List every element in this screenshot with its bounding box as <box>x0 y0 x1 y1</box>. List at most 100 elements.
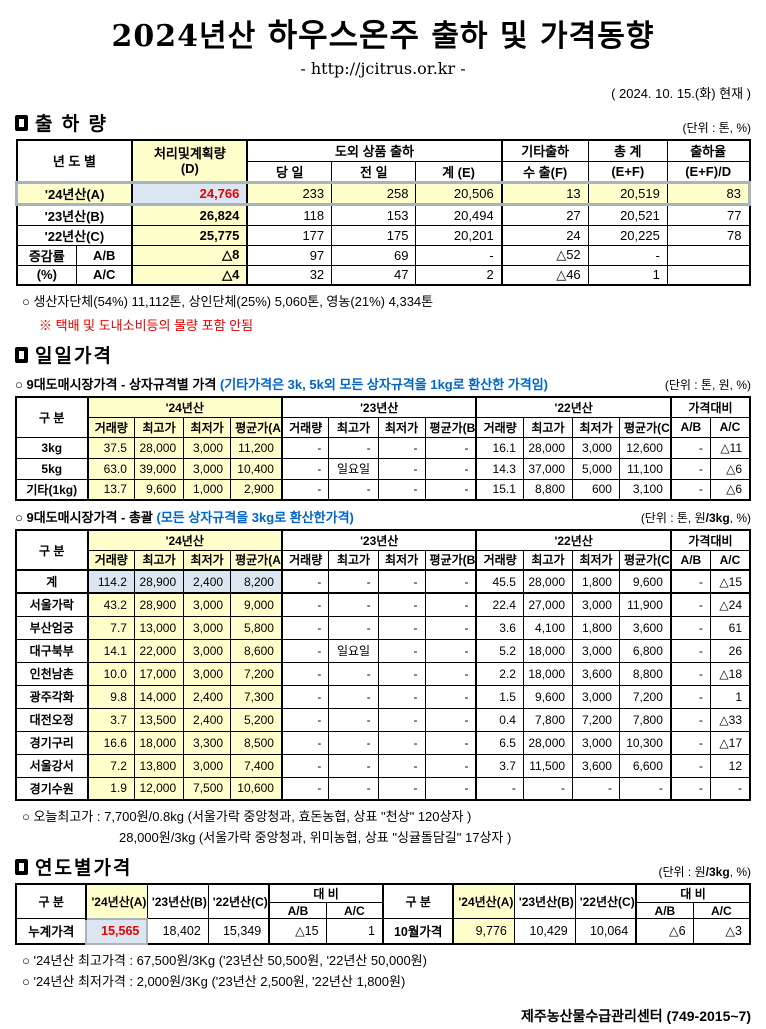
section-title: 연도별가격 <box>35 858 133 879</box>
col-volume: 거래량 <box>86 416 135 438</box>
col-22c: '22년산(C) <box>574 883 637 919</box>
table-cell: - <box>377 615 426 640</box>
table-cell: - <box>424 707 477 732</box>
table-cell: - <box>377 436 426 459</box>
col-low: 최저가 <box>183 549 232 571</box>
table-cell: 114.2 <box>86 569 135 594</box>
table-cell: 9.8 <box>86 684 135 709</box>
table-cell: - <box>424 730 477 755</box>
row-label: 서울강서 <box>15 753 89 778</box>
table-cell: - <box>377 753 426 778</box>
row-label: 경기수원 <box>15 776 89 801</box>
table-cell: 5,000 <box>572 457 620 480</box>
table-cell: △18 <box>709 661 751 686</box>
col-low: 최저가 <box>572 549 620 571</box>
table-cell: 16.1 <box>475 436 524 459</box>
title-prefix: 2024년산 <box>111 19 268 54</box>
shipment-table: 년 도 별 처리및계획량 (D) 도외 상품 출하 기타출하 총 계 출하율 당… <box>15 139 752 286</box>
section-square-icon <box>15 346 28 363</box>
table-cell: - <box>328 730 379 755</box>
table-cell: - <box>669 707 711 732</box>
table-cell: - <box>328 661 379 686</box>
table-cell: - <box>328 592 379 617</box>
col-avg-a: 평균가(A) <box>230 416 283 438</box>
col-rate: 출하율 <box>666 139 751 162</box>
col-group-23: '23년산 <box>280 396 477 418</box>
table-cell: 16.6 <box>86 730 135 755</box>
table-cell: 177 <box>246 224 333 246</box>
table-cell: 28,900 <box>133 569 185 594</box>
table-cell: 9,776 <box>452 918 515 944</box>
col-etc: 기타출하 <box>500 139 589 162</box>
table-cell: 10.0 <box>86 661 135 686</box>
row-label: 5kg <box>15 457 89 480</box>
table-cell: 9,600 <box>522 684 574 709</box>
col-24a: '24년산(A) <box>85 883 148 919</box>
table-cell: 11,500 <box>522 753 574 778</box>
row-label: (%) <box>15 264 78 286</box>
table-cell: 10,064 <box>574 918 637 944</box>
col-low: 최저가 <box>572 416 620 438</box>
table-cell: △15 <box>709 569 751 594</box>
unit-label: (단위 : 원/3kg, %) <box>658 865 751 879</box>
table-cell: - <box>424 478 477 501</box>
table-cell: 2,400 <box>183 707 232 732</box>
table-cell: 26 <box>709 638 751 663</box>
table-cell: 7,200 <box>572 707 620 732</box>
table-cell: - <box>709 776 751 801</box>
table-row: 5kg 63.0 39,000 3,000 10,400- 일요일 - -14.3 37,000… <box>15 457 751 480</box>
table-cell: - <box>377 684 426 709</box>
table-row: '24년산(A) 24,766 233 258 20,506 13 20,519 83 <box>15 180 752 206</box>
table-cell: - <box>377 730 426 755</box>
table-cell: - <box>280 753 330 778</box>
table-cell: - <box>280 569 330 594</box>
overall-title-note: (모든 상자규격을 3kg로 환산한가격) <box>156 510 354 525</box>
table-cell: - <box>328 707 379 732</box>
table-cell: 6.5 <box>475 730 524 755</box>
table-row: 3kg 37.5 28,000 3,000 11,200- - - -16.1 28,000 3,… <box>15 436 751 459</box>
table-cell: - <box>424 753 477 778</box>
col-volume: 거래량 <box>280 549 330 571</box>
table-cell: 3.7 <box>475 753 524 778</box>
col-gubun: 구 분 <box>15 883 87 919</box>
table-cell: 77 <box>666 203 751 226</box>
col-ab: A/B <box>268 902 327 919</box>
table-cell: △6 <box>709 478 751 501</box>
col-gubun: 구 분 <box>15 529 89 571</box>
col-group-22: '22년산 <box>475 529 672 551</box>
table-cell: 2,400 <box>183 684 232 709</box>
table-cell: - <box>280 661 330 686</box>
table-cell: 0.4 <box>475 707 524 732</box>
col-total-sub: (E+F) <box>587 160 668 183</box>
table-cell: - <box>618 776 672 801</box>
row-sublabel: A/B <box>76 244 133 266</box>
table-cell: - <box>328 684 379 709</box>
table-cell: 3,600 <box>618 615 672 640</box>
row-label-october: 10월가격 <box>381 918 454 944</box>
table-cell: 11,200 <box>230 436 283 459</box>
table-cell: 7,300 <box>230 684 283 709</box>
col-avg-b: 평균가(B) <box>424 416 477 438</box>
row-label: '22년산(C) <box>16 224 133 246</box>
table-cell: 9,000 <box>230 592 283 617</box>
table-cell: 10,600 <box>230 776 283 801</box>
row-label: '23년산(B) <box>16 203 133 226</box>
bysize-title: ○ 9대도매시장가격 - 상자규격별 가격 <box>15 377 217 392</box>
table-cell: 3,000 <box>572 436 620 459</box>
row-label: 경기구리 <box>15 730 89 755</box>
table-cell: 8,800 <box>522 478 574 501</box>
table-cell: 20,494 <box>415 203 503 226</box>
table-cell: 12 <box>709 753 751 778</box>
table-row: 기타(1kg) 13.7 9,600 1,000 2,900- - - -15.1 8,800 6… <box>15 478 751 501</box>
table-cell: 1 <box>587 264 668 286</box>
table-cell: 15.1 <box>475 478 524 501</box>
table-cell: - <box>475 776 524 801</box>
section-yearly-header: 연도별가격 (단위 : 원/3kg, %) <box>15 853 751 880</box>
table-cell: 4,100 <box>522 615 574 640</box>
table-cell: - <box>328 478 379 501</box>
table-cell: - <box>280 730 330 755</box>
table-cell: 28,000 <box>522 569 574 594</box>
row-label: 부산엄궁 <box>15 615 89 640</box>
table-cell: 13,000 <box>133 615 185 640</box>
col-compare: 대 비 <box>635 883 751 903</box>
